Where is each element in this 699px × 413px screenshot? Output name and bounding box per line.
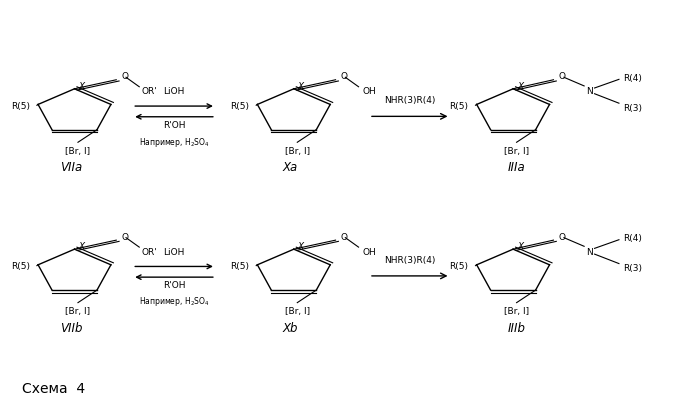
Text: IIIa: IIIa [507,161,526,174]
Text: R(5): R(5) [449,261,468,271]
Text: R(5): R(5) [10,261,29,271]
Text: R(3): R(3) [623,263,642,273]
Text: NHR(3)R(4): NHR(3)R(4) [384,255,435,264]
Text: VIIa: VIIa [60,161,82,174]
Text: [Br, I]: [Br, I] [284,147,310,156]
Text: Например, H$_2$SO$_4$: Например, H$_2$SO$_4$ [138,135,210,149]
Text: O: O [340,72,347,81]
Text: IIIb: IIIb [507,321,526,334]
Text: O: O [559,232,565,241]
Text: Xa: Xa [282,161,298,174]
Text: [Br, I]: [Br, I] [66,306,91,316]
Text: O: O [121,232,128,241]
Text: OH: OH [362,87,376,96]
Text: R'OH: R'OH [163,280,185,289]
Text: OH: OH [362,247,376,256]
Text: O: O [340,232,347,241]
Text: R(4): R(4) [623,234,642,242]
Text: OR': OR' [142,247,157,256]
Text: Схема  4: Схема 4 [22,381,85,395]
Text: R'OH: R'OH [163,121,185,130]
Text: N: N [586,247,593,256]
Text: N: N [586,87,593,96]
Text: R(5): R(5) [10,102,29,111]
Text: O: O [559,72,565,81]
Text: O: O [121,72,128,81]
Text: X: X [298,242,304,251]
Text: OR': OR' [142,87,157,96]
Text: VIIb: VIIb [59,321,82,334]
Text: X: X [78,242,85,251]
Text: [Br, I]: [Br, I] [284,306,310,316]
Text: X: X [517,82,523,91]
Text: R(3): R(3) [623,104,642,112]
Text: [Br, I]: [Br, I] [504,147,529,156]
Text: Xb: Xb [282,321,298,334]
Text: NHR(3)R(4): NHR(3)R(4) [384,96,435,105]
Text: R(4): R(4) [623,74,642,83]
Text: [Br, I]: [Br, I] [504,306,529,316]
Text: X: X [78,82,85,91]
Text: R(5): R(5) [449,102,468,111]
Text: LiOH: LiOH [164,247,185,256]
Text: R(5): R(5) [230,102,249,111]
Text: [Br, I]: [Br, I] [66,147,91,156]
Text: X: X [298,82,304,91]
Text: LiOH: LiOH [164,87,185,96]
Text: R(5): R(5) [230,261,249,271]
Text: Например, H$_2$SO$_4$: Например, H$_2$SO$_4$ [138,294,210,307]
Text: X: X [517,242,523,251]
